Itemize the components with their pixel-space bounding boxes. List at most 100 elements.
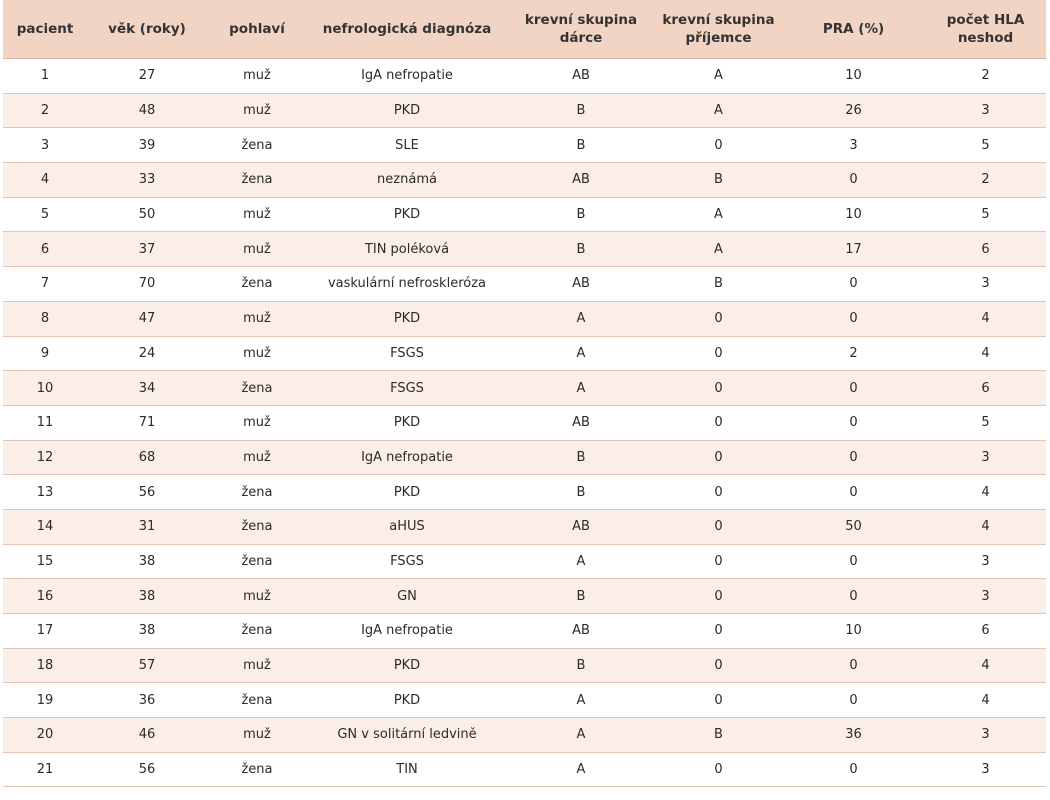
cell-vek: 24	[87, 336, 207, 372]
cell-pacient: 2	[3, 93, 87, 129]
cell-pacient: 21	[3, 752, 87, 788]
cell-pra: 36	[782, 717, 925, 753]
cell-pra: 17	[782, 231, 925, 268]
cell-diagnoza: TIN	[307, 752, 507, 788]
cell-diagnoza: aHUS	[307, 509, 507, 545]
cell-pra: 0	[782, 682, 925, 719]
cell-pocet-hla-neshod: 4	[925, 474, 1046, 510]
cell-vek: 47	[87, 301, 207, 337]
cell-vek: 37	[87, 231, 207, 268]
cell-pohlavi: muž	[207, 648, 307, 684]
cell-diagnoza: PKD	[307, 301, 507, 337]
cell-pohlavi: žena	[207, 509, 307, 545]
cell-krevni-skupina-prijemce: 0	[655, 405, 782, 441]
cell-pra: 0	[782, 370, 925, 406]
cell-pra: 0	[782, 578, 925, 614]
cell-pra: 0	[782, 648, 925, 684]
header-krevni-skupina-darce: krevní skupina dárce	[507, 0, 655, 59]
cell-pocet-hla-neshod: 6	[925, 231, 1046, 268]
cell-diagnoza: FSGS	[307, 336, 507, 372]
cell-krevni-skupina-darce: A	[507, 682, 655, 719]
cell-pacient: 6	[3, 231, 87, 268]
cell-pocet-hla-neshod: 2	[925, 58, 1046, 94]
cell-diagnoza: IgA nefropatie	[307, 58, 507, 94]
cell-pocet-hla-neshod: 4	[925, 336, 1046, 372]
cell-pohlavi: žena	[207, 544, 307, 580]
cell-krevni-skupina-darce: B	[507, 231, 655, 268]
cell-pocet-hla-neshod: 5	[925, 405, 1046, 441]
table-row: 21 56 žena TIN A 0 0 3	[3, 752, 1046, 788]
cell-pocet-hla-neshod: 3	[925, 752, 1046, 788]
cell-pohlavi: muž	[207, 93, 307, 129]
cell-krevni-skupina-darce: B	[507, 648, 655, 684]
cell-vek: 56	[87, 474, 207, 510]
cell-krevni-skupina-prijemce: B	[655, 266, 782, 302]
cell-krevni-skupina-prijemce: 0	[655, 336, 782, 372]
table-row: 20 46 muž GN v solitární ledvině A B 36 3	[3, 717, 1046, 753]
cell-pra: 10	[782, 613, 925, 649]
cell-krevni-skupina-darce: AB	[507, 58, 655, 94]
table-row: 7 70 žena vaskulární nefroskleróza AB B 0 3	[3, 266, 1046, 302]
cell-vek: 34	[87, 370, 207, 406]
cell-pocet-hla-neshod: 3	[925, 717, 1046, 753]
cell-pohlavi: muž	[207, 301, 307, 337]
cell-vek: 36	[87, 682, 207, 719]
cell-pacient: 3	[3, 127, 87, 164]
cell-diagnoza: FSGS	[307, 544, 507, 580]
cell-pocet-hla-neshod: 4	[925, 301, 1046, 337]
table-row: 2 48 muž PKD B A 26 3	[3, 93, 1046, 129]
cell-pra: 3	[782, 127, 925, 164]
cell-vek: 33	[87, 162, 207, 198]
header-pocet-hla-neshod: počet HLA neshod	[925, 0, 1046, 59]
cell-vek: 38	[87, 544, 207, 580]
header-pra: PRA (%)	[782, 0, 925, 59]
cell-krevni-skupina-prijemce: 0	[655, 752, 782, 788]
cell-krevni-skupina-prijemce: A	[655, 93, 782, 129]
cell-pocet-hla-neshod: 6	[925, 613, 1046, 649]
cell-diagnoza: neznámá	[307, 162, 507, 198]
table-row: 16 38 muž GN B 0 0 3	[3, 578, 1046, 614]
cell-pacient: 14	[3, 509, 87, 545]
cell-krevni-skupina-darce: AB	[507, 405, 655, 441]
header-pacient: pacient	[3, 0, 87, 59]
cell-diagnoza: IgA nefropatie	[307, 613, 507, 649]
header-row: pacient věk (roky) pohlaví nefrologická dia…	[3, 0, 1046, 59]
cell-pacient: 7	[3, 266, 87, 302]
cell-krevni-skupina-prijemce: 0	[655, 440, 782, 476]
cell-pocet-hla-neshod: 3	[925, 266, 1046, 302]
cell-krevni-skupina-darce: A	[507, 544, 655, 580]
cell-pocet-hla-neshod: 3	[925, 578, 1046, 614]
cell-vek: 56	[87, 752, 207, 788]
cell-pacient: 9	[3, 336, 87, 372]
cell-krevni-skupina-prijemce: A	[655, 231, 782, 268]
table-row: 12 68 muž IgA nefropatie B 0 0 3	[3, 440, 1046, 476]
table-row: 11 71 muž PKD AB 0 0 5	[3, 405, 1046, 441]
cell-vek: 68	[87, 440, 207, 476]
cell-diagnoza: FSGS	[307, 370, 507, 406]
table-row: 18 57 muž PKD B 0 0 4	[3, 648, 1046, 684]
cell-krevni-skupina-darce: A	[507, 336, 655, 372]
cell-pra: 10	[782, 58, 925, 94]
cell-diagnoza: IgA nefropatie	[307, 440, 507, 476]
cell-pra: 0	[782, 440, 925, 476]
cell-krevni-skupina-darce: AB	[507, 613, 655, 649]
header-vek: věk (roky)	[87, 0, 207, 59]
cell-pacient: 16	[3, 578, 87, 614]
cell-pocet-hla-neshod: 3	[925, 544, 1046, 580]
cell-krevni-skupina-prijemce: 0	[655, 682, 782, 719]
cell-pocet-hla-neshod: 3	[925, 440, 1046, 476]
cell-vek: 31	[87, 509, 207, 545]
cell-pra: 10	[782, 197, 925, 233]
cell-krevni-skupina-prijemce: 0	[655, 370, 782, 406]
cell-vek: 70	[87, 266, 207, 302]
cell-vek: 38	[87, 613, 207, 649]
cell-diagnoza: TIN poléková	[307, 231, 507, 268]
cell-pacient: 15	[3, 544, 87, 580]
cell-krevni-skupina-prijemce: A	[655, 58, 782, 94]
cell-pra: 0	[782, 266, 925, 302]
cell-krevni-skupina-darce: B	[507, 127, 655, 164]
table-row: 8 47 muž PKD A 0 0 4	[3, 301, 1046, 337]
cell-pacient: 17	[3, 613, 87, 649]
cell-pohlavi: muž	[207, 197, 307, 233]
